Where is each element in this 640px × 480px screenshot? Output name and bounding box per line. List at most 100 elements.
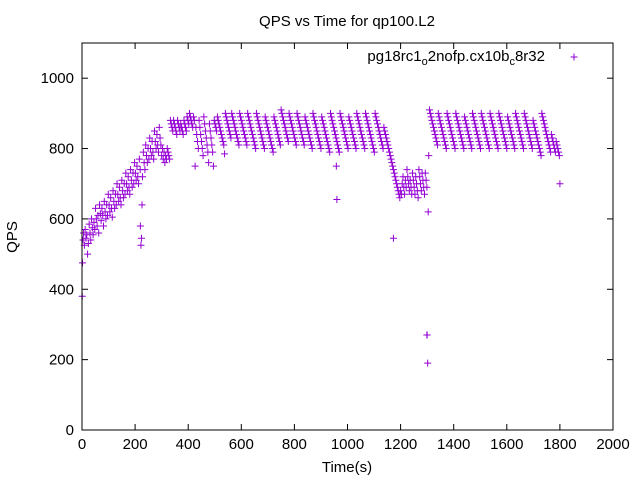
data-point [239,123,247,131]
data-point [82,234,90,242]
data-point [245,116,253,124]
data-point [471,120,479,128]
data-point [303,123,311,131]
data-point [79,236,87,244]
data-point [150,127,158,135]
data-point [519,141,527,149]
data-point [361,145,369,153]
data-point [423,183,431,191]
data-point [287,116,295,124]
data-point [301,113,309,121]
data-point [215,120,223,128]
data-point [111,204,119,212]
data-point [430,123,438,131]
data-point [339,123,347,131]
data-point [220,141,228,149]
data-point [460,145,468,153]
data-point [434,109,442,117]
x-tick-label: 1000 [331,436,364,453]
data-point [409,169,417,177]
data-point [441,141,449,149]
data-point [114,190,122,198]
data-point [161,159,169,167]
data-point [264,127,272,135]
data-point [207,134,215,142]
data-point [253,113,261,121]
data-point [139,148,147,156]
data-point [285,109,293,117]
data-point [531,127,539,135]
data-point [229,116,237,124]
data-point [315,134,323,142]
data-point [131,159,139,167]
data-point [151,138,159,146]
data-point [269,148,277,156]
data-point [548,134,556,142]
data-point [157,141,165,149]
data-point [256,123,264,131]
data-point [516,130,524,138]
data-point [271,116,279,124]
data-point [105,201,113,209]
data-point [346,116,354,124]
data-point [348,127,356,135]
data-point [505,120,513,128]
data-point [401,190,409,198]
x-tick-label: 1400 [437,436,470,453]
data-point [342,138,350,146]
data-point [242,138,250,146]
data-point [153,130,161,138]
data-point [340,127,348,135]
data-point [139,173,147,181]
data-point [553,141,561,149]
data-point [200,113,208,121]
data-point [131,169,139,177]
data-point [217,130,225,138]
data-point [258,134,266,142]
data-point [117,201,125,209]
data-point [470,116,478,124]
y-axis-label: QPS [4,221,21,253]
data-point [240,127,248,135]
data-point [504,116,512,124]
data-point [135,180,143,188]
data-point [447,127,455,135]
data-point [386,152,394,160]
data-point [469,113,477,121]
data-point [330,127,338,135]
data-point [249,134,257,142]
data-point [156,134,164,142]
data-point [314,130,322,138]
data-point [469,109,477,117]
data-point [272,120,280,128]
data-point [500,130,508,138]
data-point [268,145,276,153]
data-point [320,123,328,131]
data-point [281,123,289,131]
data-point [463,123,471,131]
data-point [393,183,401,191]
data-point [449,134,457,142]
data-point [297,127,305,135]
data-point [390,169,398,177]
data-point [234,138,242,146]
data-point [512,109,520,117]
data-point [527,141,535,149]
data-point [462,120,470,128]
data-point [366,127,374,135]
data-point [517,134,525,142]
data-point [532,130,540,138]
data-point [267,138,275,146]
data-point [311,120,319,128]
data-point [479,116,487,124]
data-point [337,113,345,121]
data-point [182,127,190,135]
data-point [303,120,311,128]
data-point [380,123,388,131]
data-point [182,123,190,131]
data-point [461,113,469,121]
data-point [235,141,243,149]
data-point [417,180,425,188]
data-point [452,109,460,117]
data-point [244,109,252,117]
